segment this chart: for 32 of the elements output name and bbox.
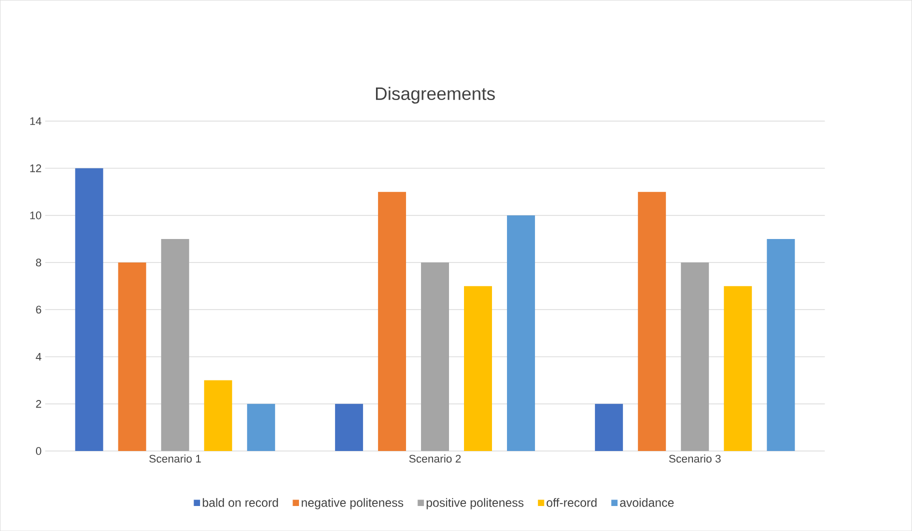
bar [766, 238, 795, 451]
bar [724, 286, 752, 451]
legend-label: positive politeness [426, 498, 524, 510]
bar [204, 380, 232, 451]
y-tick-label: 6 [36, 306, 42, 314]
bar [75, 168, 104, 451]
legend-label: negative politeness [302, 498, 404, 510]
bar [638, 192, 666, 451]
y-tick-label: 10 [30, 211, 42, 220]
bar [378, 192, 406, 451]
bar [118, 262, 146, 451]
legend-label: bald on record [202, 498, 278, 507]
bar [421, 262, 450, 451]
y-tick-label: 8 [36, 258, 42, 266]
legend-label: avoidance [620, 498, 674, 507]
bar [464, 286, 492, 451]
y-tick-label: 4 [36, 352, 42, 360]
bar [335, 404, 364, 451]
legend-label: off-record [546, 498, 597, 507]
x-tick-label: Scenario 1 [149, 454, 201, 463]
bar [247, 404, 276, 451]
y-tick-label: 0 [36, 447, 42, 455]
bar [594, 404, 623, 451]
x-tick-label: Scenario 3 [669, 454, 721, 463]
x-tick-label: Scenario 2 [409, 454, 461, 463]
bar [506, 215, 535, 451]
y-tick-label: 2 [36, 400, 42, 408]
bar [680, 262, 709, 451]
y-tick-label: 14 [30, 117, 42, 125]
bar [161, 238, 190, 451]
y-tick-label: 12 [30, 164, 42, 172]
chart-title: Disagreements [376, 86, 495, 104]
